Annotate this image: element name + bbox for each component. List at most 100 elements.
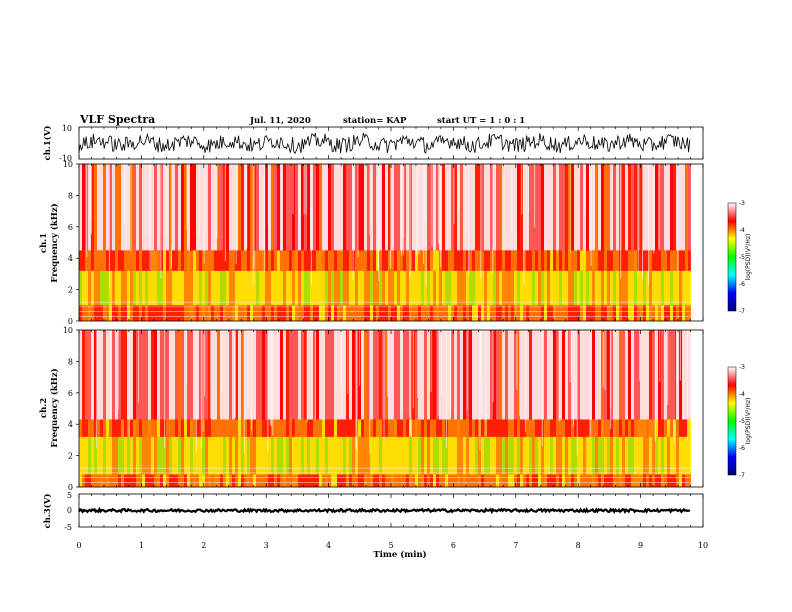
spectrogram-cell-3 (118, 330, 121, 420)
spectrogram-cell-1 (364, 270, 367, 306)
spectrogram-cell-1 (103, 436, 106, 475)
spectrogram-cell-2 (412, 419, 415, 437)
spectrogram-cell-2 (523, 250, 526, 271)
spectrogram-cell-0 (553, 305, 556, 321)
spectrogram-cell-3 (496, 330, 499, 420)
spectrogram-cell-0 (565, 305, 568, 321)
spectrogram-cell-1 (232, 436, 235, 475)
spectrogram-streak (654, 330, 656, 442)
spectrogram-cell-1 (685, 270, 688, 306)
spectrogram-cell-0 (619, 474, 622, 487)
spectrogram-cell-2 (88, 419, 91, 437)
spectrogram-cell-1 (655, 270, 658, 306)
spectrogram-cell-1 (127, 436, 130, 475)
spectrogram-cell-0 (550, 305, 553, 321)
spectrogram-cell-1 (220, 270, 223, 306)
spectrogram-cell-3 (574, 164, 577, 251)
spectrogram-cell-3 (619, 330, 622, 420)
spectrogram-cell-0 (538, 305, 541, 321)
xtick-label: 6 (451, 541, 456, 550)
spectrogram-cell-2 (577, 250, 580, 271)
spectrogram-cell-3 (448, 330, 451, 420)
spectrogram-cell-0 (196, 305, 199, 321)
spectrogram-cell-3 (277, 330, 280, 420)
spectrogram-cell-0 (346, 305, 349, 321)
spectrogram-cell-2 (448, 419, 451, 437)
spectrogram-streak (687, 330, 689, 441)
spectrogram-cell-0 (154, 305, 157, 321)
spectrogram-cell-0 (652, 474, 655, 487)
spectrogram-cell-1 (427, 436, 430, 475)
spectrogram-cell-0 (325, 474, 328, 487)
spectrogram-cell-2 (379, 250, 382, 271)
spectrogram-cell-1 (484, 270, 487, 306)
spectrogram-cell-3 (154, 164, 157, 251)
spectrogram-cell-1 (331, 436, 334, 475)
spectrogram-cell-2 (631, 419, 634, 437)
spectrogram-cell-1 (208, 270, 211, 306)
spectrogram-cell-1 (523, 436, 526, 475)
spectrogram-cell-3 (202, 164, 205, 251)
spectrogram-cell-0 (415, 474, 418, 487)
spectrogram-cell-2 (280, 250, 283, 271)
spectrogram-cell-2 (289, 250, 292, 271)
spectrogram-cell-0 (586, 474, 589, 487)
spectrogram-cell-1 (553, 270, 556, 306)
spectrogram-cell-3 (313, 330, 316, 420)
spectrogram-cell-0 (448, 305, 451, 321)
spectrogram-cell-2 (556, 419, 559, 437)
ch1-waveform-trace (78, 132, 691, 155)
spectrogram-streak (264, 164, 266, 272)
spectrogram-cell-0 (337, 305, 340, 321)
spectrogram-cell-2 (307, 419, 310, 437)
spectrogram-cell-3 (559, 164, 562, 251)
spectrogram-cell-2 (514, 250, 517, 271)
spectrogram-cell-3 (139, 164, 142, 251)
spectrogram-cell-2 (229, 250, 232, 271)
spectrogram-cell-0 (124, 305, 127, 321)
spectrogram-cell-1 (673, 436, 676, 475)
spectrogram-cell-0 (187, 305, 190, 321)
spectrogram-cell-1 (511, 436, 514, 475)
spectrogram-cell-1 (370, 436, 373, 475)
spectrogram-cell-0 (427, 305, 430, 321)
spectrogram-cell-3 (415, 330, 418, 420)
spectrogram-cell-3 (256, 164, 259, 251)
spectrogram-cell-1 (631, 436, 634, 475)
spectrogram-cell-3 (319, 164, 322, 251)
spectrogram-cell-1 (661, 270, 664, 306)
spectrogram-cell-1 (121, 270, 124, 306)
spectrogram-cell-0 (217, 305, 220, 321)
spectrogram-cell-0 (235, 474, 238, 487)
spectrogram-cell-1 (244, 270, 247, 306)
spectrogram-cell-2 (661, 419, 664, 437)
spectrogram-cell-3 (457, 330, 460, 420)
spectrogram-cell-2 (673, 250, 676, 271)
spectrogram-streak (609, 330, 611, 409)
spectrogram-cell-2 (487, 250, 490, 271)
spectrogram-cell-0 (433, 305, 436, 321)
spectrogram-cell-2 (91, 419, 94, 437)
spectrogram-cell-1 (97, 270, 100, 306)
colorbar-tick-label: -4 (739, 391, 745, 398)
spectrogram-cell-2 (283, 250, 286, 271)
spectrogram-cell-1 (463, 270, 466, 306)
spectrogram-cell-0 (481, 474, 484, 487)
colorbar-label: log(PSD)(V²/Hz) (745, 398, 752, 445)
spectrogram-cell-2 (634, 250, 637, 271)
spectrogram-cell-1 (619, 270, 622, 306)
spectrogram-streak (521, 164, 523, 215)
spectrogram-cell-3 (529, 330, 532, 420)
spectrogram-cell-2 (583, 419, 586, 437)
spectrogram-cell-2 (508, 250, 511, 271)
spectrogram-cell-2 (445, 250, 448, 271)
spectrogram-cell-0 (337, 474, 340, 487)
spectrogram-cell-0 (109, 305, 112, 321)
spectrogram-cell-0 (334, 474, 337, 487)
spectrogram-cell-3 (364, 164, 367, 251)
spectrogram-cell-0 (85, 474, 88, 487)
spectrogram-cell-0 (142, 305, 145, 321)
spectrogram-cell-3 (481, 330, 484, 420)
spectrogram-cell-2 (382, 250, 385, 271)
spectrogram-streak (369, 164, 371, 235)
